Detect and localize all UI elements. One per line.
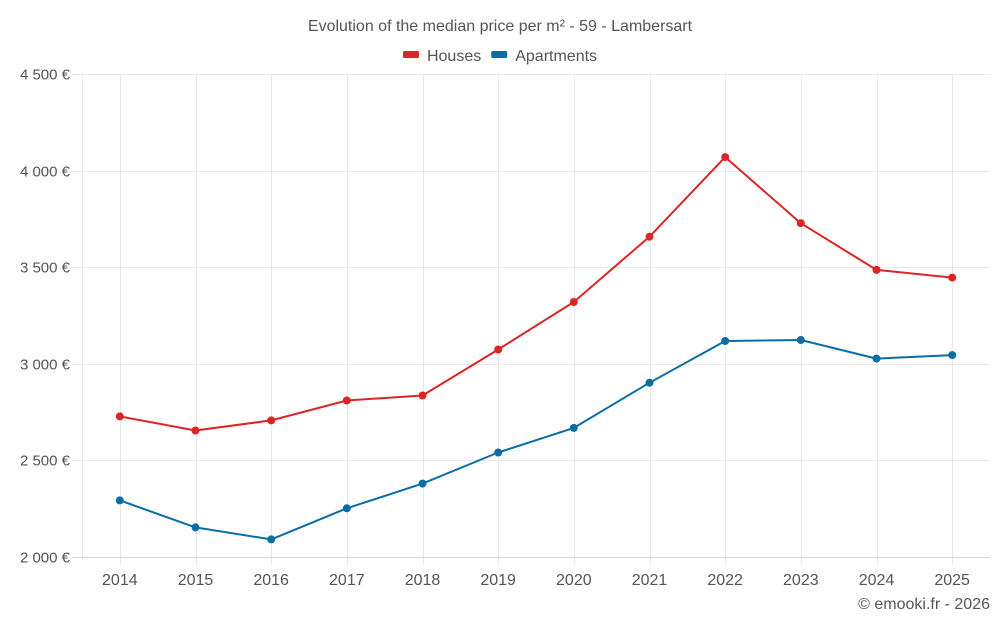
data-point (948, 351, 957, 360)
legend-swatch (402, 51, 419, 58)
y-tick-label: 2 500 € (20, 453, 71, 470)
series-apartments (115, 336, 957, 544)
x-axis: 2014 2015 2016 2017 2018 2019 2020 2021 2022 2023… (72, 557, 990, 589)
data-point (418, 391, 427, 400)
x-tick-label: 2020 (556, 572, 592, 589)
x-tick-label: 2025 (934, 572, 970, 589)
legend-label: Houses (427, 48, 481, 65)
data-point (645, 232, 654, 241)
x-tick-label: 2023 (783, 572, 819, 589)
data-point (872, 354, 881, 363)
x-tick-label: 2022 (707, 572, 743, 589)
data-point (721, 337, 730, 345)
y-axis: 2 000 € 2 500 € 3 000 € 3 500 € 4 000 € 4 500… (20, 67, 71, 567)
data-point (115, 496, 124, 505)
credit-text: © emooki.fr - 2026 (858, 596, 990, 613)
data-point (191, 426, 200, 435)
series-line-houses (119, 156, 953, 432)
data-point (418, 479, 427, 488)
data-point (796, 219, 805, 228)
data-point (342, 504, 351, 513)
data-point (115, 412, 124, 421)
data-point (569, 423, 578, 432)
chart-title: Evolution of the median price per m² - 5… (308, 18, 693, 35)
x-tick-label: 2018 (405, 572, 441, 589)
y-tick-label: 3 000 € (20, 357, 71, 374)
x-tick-label: 2024 (859, 572, 895, 589)
data-point (267, 416, 276, 425)
data-point (645, 378, 654, 387)
series-group (115, 153, 957, 544)
legend-label: Apartments (515, 48, 597, 65)
data-point (948, 273, 957, 282)
x-tick-label: 2014 (102, 572, 138, 589)
legend: Houses Apartments (402, 48, 597, 65)
x-tick-label: 2017 (329, 572, 365, 589)
legend-swatch (491, 51, 508, 58)
y-tick-label: 4 500 € (20, 67, 71, 84)
data-point (342, 396, 351, 405)
data-point (267, 535, 276, 544)
legend-item-apartments[interactable]: Apartments (491, 48, 597, 65)
data-point (796, 336, 805, 344)
data-point (494, 345, 503, 354)
y-tick-label: 2 000 € (20, 550, 71, 567)
x-tick-label: 2021 (632, 572, 668, 589)
x-tick-label: 2019 (480, 572, 516, 589)
data-point (569, 298, 578, 306)
series-houses (115, 153, 957, 435)
y-tick-label: 4 000 € (20, 164, 71, 181)
legend-item-houses[interactable]: Houses (402, 48, 481, 65)
data-point (721, 153, 730, 162)
y-tick-label: 3 500 € (20, 260, 71, 277)
data-point (494, 448, 503, 457)
x-tick-label: 2016 (253, 572, 289, 589)
data-point (872, 265, 881, 274)
x-tick-label: 2015 (178, 572, 214, 589)
data-point (191, 523, 200, 532)
series-line-apartments (119, 339, 953, 541)
gridlines (72, 74, 990, 565)
